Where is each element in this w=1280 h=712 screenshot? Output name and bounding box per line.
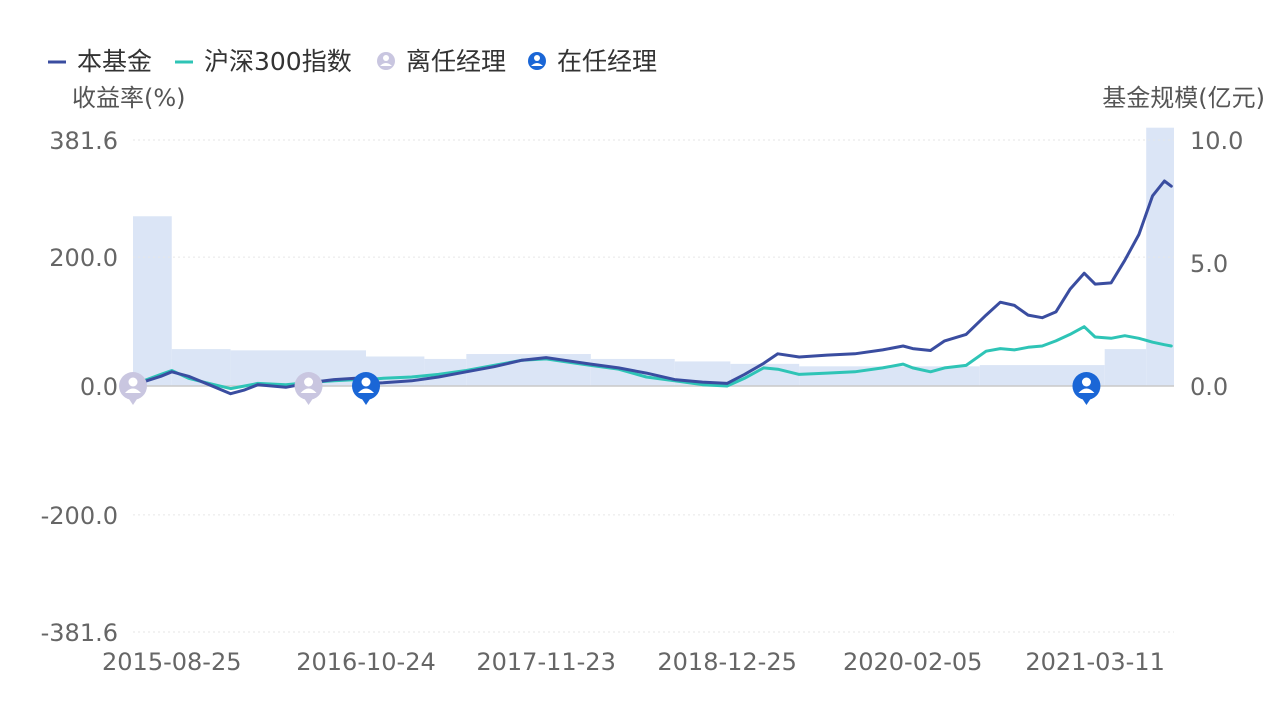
right-tick-label: 5.0 — [1190, 250, 1228, 278]
legend-item-0[interactable]: 本基金 — [48, 47, 152, 76]
fund-size-bar-0 — [133, 216, 172, 386]
legend-label: 离任经理 — [406, 47, 506, 76]
fund-size-bar-9 — [799, 366, 980, 386]
legend-label: 沪深300指数 — [204, 47, 352, 76]
left-tick-label: 0.0 — [80, 373, 118, 401]
manager-icon — [528, 52, 546, 70]
manager-icon — [377, 52, 395, 70]
left-axis-ticks: 381.6 200.0 0.0 -200.0 -381.6 — [41, 127, 118, 647]
series-line-1 — [131, 325, 1173, 391]
manager-marker-icon[interactable] — [294, 372, 323, 405]
fund-size-bars — [133, 127, 1174, 386]
chart-legend: 本基金 沪深300指数 离任经理 在任经理 — [48, 47, 657, 76]
manager-marker-icon[interactable] — [352, 372, 381, 405]
right-axis-title: 基金规模(亿元) — [1102, 84, 1265, 112]
series-lines — [131, 179, 1173, 396]
legend-label: 在任经理 — [557, 47, 657, 76]
right-axis-ticks: 10.0 5.0 0.0 — [1190, 127, 1243, 401]
right-tick-label: 10.0 — [1190, 127, 1243, 155]
x-tick-label: 2018-12-25 — [657, 648, 796, 676]
x-tick-label: 2020-02-05 — [843, 648, 982, 676]
x-tick-label: 2017-11-23 — [476, 648, 615, 676]
manager-markers — [119, 372, 1101, 405]
x-tick-label: 2016-10-24 — [296, 648, 435, 676]
legend-item-1[interactable]: 沪深300指数 — [175, 47, 352, 76]
series-line-0 — [131, 179, 1173, 396]
left-axis-title: 收益率(%) — [72, 84, 186, 112]
x-tick-label: 2021-03-11 — [1025, 648, 1164, 676]
left-tick-label: -381.6 — [41, 619, 118, 647]
legend-label: 本基金 — [77, 47, 152, 76]
legend-item-2[interactable]: 离任经理 — [377, 47, 506, 76]
left-tick-label: 200.0 — [49, 244, 118, 272]
left-tick-label: 381.6 — [49, 127, 118, 155]
manager-marker-icon[interactable] — [119, 372, 147, 405]
fund-size-bar-11 — [1104, 349, 1147, 386]
fund-size-bar-10 — [979, 365, 1105, 386]
x-tick-label: 2015-08-25 — [102, 648, 241, 676]
right-tick-label: 0.0 — [1190, 373, 1228, 401]
left-tick-label: -200.0 — [41, 502, 118, 530]
manager-marker-icon[interactable] — [1072, 372, 1101, 405]
legend-item-3[interactable]: 在任经理 — [528, 47, 657, 76]
x-axis-ticks: 2015-08-25 2016-10-24 2017-11-23 2018-12-25… — [102, 648, 1165, 676]
